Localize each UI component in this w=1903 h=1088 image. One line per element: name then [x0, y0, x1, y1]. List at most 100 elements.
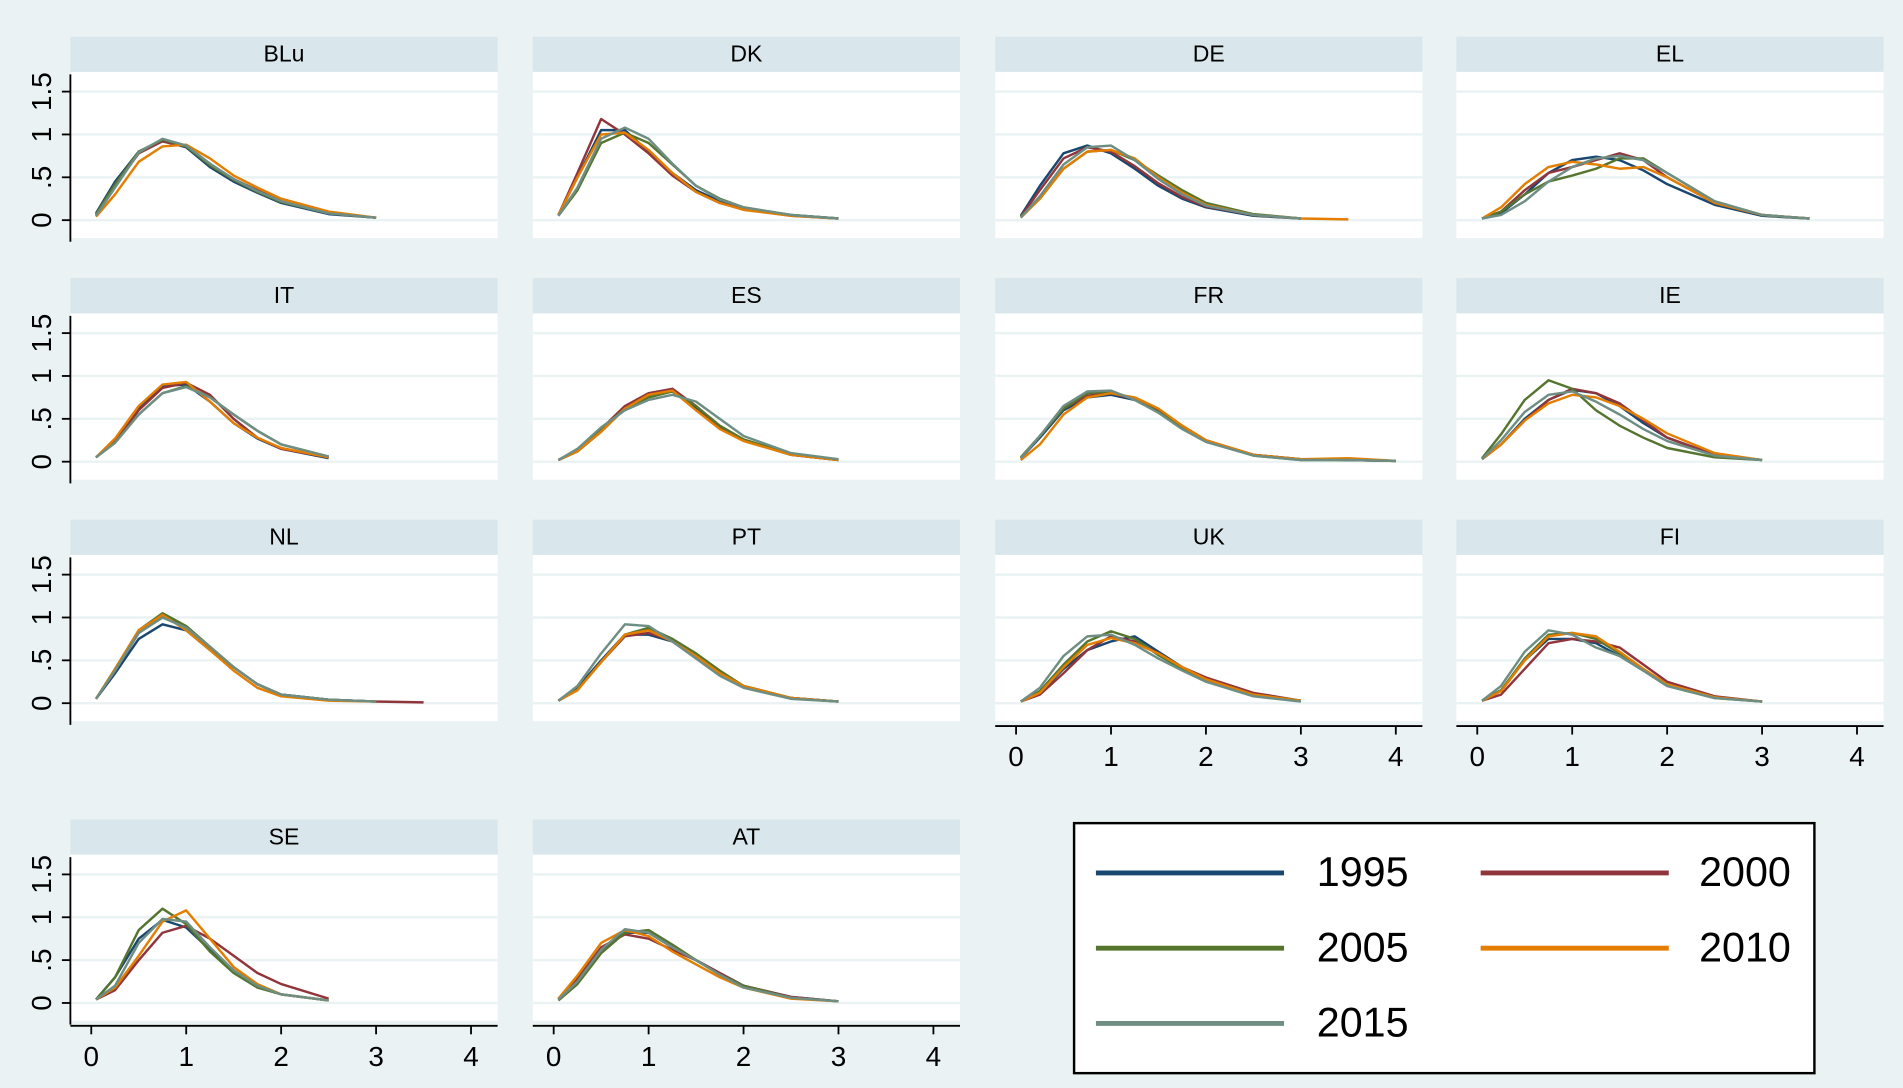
panel-strip: [1456, 519, 1884, 555]
panel-title: NL: [269, 524, 299, 550]
panel-strip: [1456, 278, 1884, 314]
plot-area: [1456, 71, 1884, 239]
panel-title: BLu: [263, 41, 304, 67]
density-line: [94, 613, 377, 703]
panel-strip: [995, 36, 1423, 72]
y-tick-label: 1.5: [26, 555, 57, 594]
density-line: [1019, 144, 1301, 220]
density-line: [1481, 154, 1810, 220]
density-line: [1020, 636, 1302, 703]
density-line: [1481, 629, 1763, 703]
x-tick-label: 0: [546, 1041, 562, 1072]
x-tick-label: 3: [1293, 741, 1309, 772]
density-line: [557, 126, 839, 220]
panel-strip: [532, 519, 960, 555]
density-line: [95, 917, 329, 1002]
plot-area: [995, 554, 1423, 722]
legend-label: 2010: [1699, 924, 1791, 970]
panel-title: DE: [1193, 41, 1225, 67]
plot-area: [70, 313, 498, 480]
x-tick-label: 3: [1754, 741, 1770, 772]
y-tick-label: 0: [26, 695, 57, 711]
x-tick-label: 0: [84, 1041, 100, 1072]
panel-strip: [1456, 36, 1884, 72]
y-tick-label: 1: [26, 368, 57, 384]
density-line: [1481, 160, 1810, 220]
y-tick-label: .5: [26, 166, 57, 189]
panel-strip: [532, 278, 960, 314]
density-line: [1019, 389, 1396, 463]
density-line: [557, 389, 839, 462]
x-tick-label: 1: [641, 1041, 657, 1072]
y-tick-label: 0: [26, 454, 57, 470]
panel-title: PT: [732, 524, 761, 550]
panel-title: IE: [1659, 282, 1681, 308]
x-tick-label: 2: [1198, 741, 1214, 772]
density-line: [1020, 633, 1302, 703]
density-line: [94, 137, 377, 219]
density-line: [95, 924, 330, 1001]
y-tick-label: 0: [26, 212, 57, 228]
panel-strip: [532, 819, 960, 855]
plot-area: [995, 313, 1423, 480]
x-tick-label: 2: [273, 1041, 289, 1072]
y-tick-label: .5: [26, 649, 57, 672]
x-tick-label: 2: [736, 1041, 752, 1072]
panel-title: ES: [731, 282, 762, 308]
legend-label: 2000: [1699, 849, 1791, 895]
x-tick-label: 0: [1008, 741, 1024, 772]
y-tick-label: 1.5: [26, 855, 57, 894]
density-line: [95, 143, 377, 219]
panel-title: UK: [1193, 524, 1226, 550]
plot-area: [1456, 313, 1884, 480]
legend-label: 2005: [1317, 924, 1409, 970]
x-tick-label: 4: [463, 1041, 479, 1072]
x-tick-label: 1: [1103, 741, 1119, 772]
y-tick-label: 1.5: [26, 314, 57, 353]
x-tick-label: 4: [1849, 741, 1865, 772]
x-tick-label: 0: [1469, 741, 1485, 772]
plot-area: [532, 313, 960, 480]
density-line: [1481, 379, 1763, 462]
legend-label: 2015: [1317, 1000, 1409, 1046]
density-line: [1481, 637, 1763, 703]
density-line: [95, 385, 329, 459]
panel-title: FR: [1193, 282, 1224, 308]
legend-label: 1995: [1317, 849, 1409, 895]
y-tick-label: 1.5: [26, 72, 57, 111]
density-line: [1481, 631, 1763, 703]
x-tick-label: 2: [1659, 741, 1675, 772]
x-tick-label: 3: [368, 1041, 384, 1072]
plot-area: [995, 71, 1423, 239]
panel-title: AT: [733, 823, 761, 849]
x-tick-label: 4: [1388, 741, 1404, 772]
density-line: [557, 927, 839, 1003]
density-line: [557, 623, 839, 703]
panel-strip: [70, 36, 498, 72]
y-tick-label: 1: [26, 610, 57, 626]
x-tick-label: 4: [926, 1041, 942, 1072]
plot-area: [532, 554, 960, 722]
y-tick-label: .5: [26, 407, 57, 430]
panel-strip: [995, 278, 1423, 314]
plot-area: [532, 71, 960, 239]
density-line: [557, 131, 839, 220]
plot-area: [70, 71, 498, 239]
plot-area: [1456, 554, 1884, 722]
y-tick-label: .5: [26, 948, 57, 971]
panel-strip: [70, 278, 498, 314]
x-tick-label: 1: [1564, 741, 1580, 772]
density-line: [1020, 635, 1302, 703]
panel-title: DK: [730, 41, 763, 67]
panel-strip: [995, 519, 1423, 555]
plot-area: [532, 854, 960, 1021]
x-tick-label: 3: [831, 1041, 847, 1072]
panel-title: EL: [1656, 41, 1684, 67]
y-tick-label: 0: [26, 995, 57, 1011]
panel-strip: [70, 819, 498, 855]
panel-title: FI: [1660, 524, 1680, 550]
y-tick-label: 1: [26, 127, 57, 143]
density-line: [557, 393, 839, 462]
